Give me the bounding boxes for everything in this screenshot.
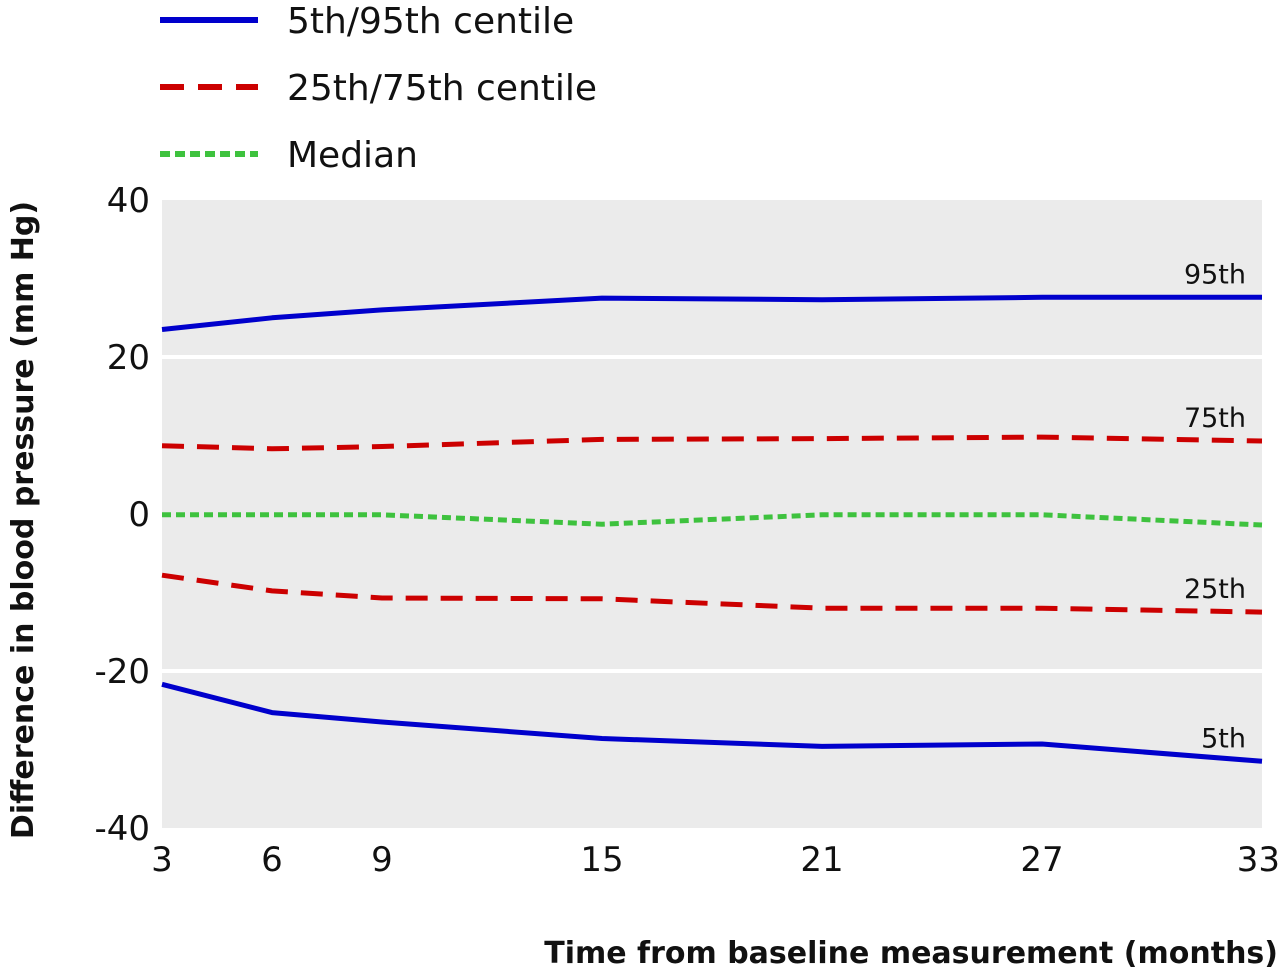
x-axis-ticks: 3 6 9 15 21 27 33 (151, 840, 1280, 880)
plot-background (162, 200, 1262, 828)
grid-lines (162, 355, 1262, 673)
legend-label: Median (287, 135, 418, 176)
x-tick-label: 33 (1237, 840, 1280, 880)
y-tick-label: -40 (94, 809, 150, 849)
y-axis-title: Difference in blood pressure (mm Hg) (6, 201, 41, 839)
x-tick-label: 15 (580, 840, 623, 880)
series-label-25th: 25th (1184, 574, 1246, 605)
series-line-25th (161, 572, 1263, 615)
x-tick-label: 3 (151, 840, 173, 880)
legend-label: 5th/95th centile (287, 1, 574, 42)
x-tick-label: 21 (800, 840, 843, 880)
legend-label: 25th/75th centile (287, 68, 597, 109)
x-axis-title: Time from baseline measurement (months) (544, 936, 1278, 971)
series-line-5th (161, 681, 1263, 764)
series-line-95th (161, 294, 1262, 332)
plot-area (162, 200, 1262, 828)
y-tick-label: 20 (107, 338, 150, 378)
series-layer (161, 294, 1263, 764)
series-label-5th: 5th (1201, 723, 1246, 754)
series-line-75th (161, 434, 1263, 452)
series-label-95th: 95th (1184, 259, 1246, 290)
y-tick-label: 40 (107, 181, 150, 221)
y-tick-label: 0 (128, 495, 150, 535)
x-tick-label: 9 (371, 840, 393, 880)
y-axis-ticks: -40 -20 0 20 40 (94, 181, 150, 849)
series-line-median (162, 512, 1263, 528)
legend: 5th/95th centile 25th/75th centile Median (160, 1, 597, 176)
y-tick-label: -20 (94, 652, 150, 692)
x-tick-label: 6 (261, 840, 283, 880)
x-tick-label: 27 (1020, 840, 1063, 880)
series-label-75th: 75th (1184, 403, 1246, 434)
series-labels: 95th 75th 25th 5th (1184, 259, 1246, 754)
